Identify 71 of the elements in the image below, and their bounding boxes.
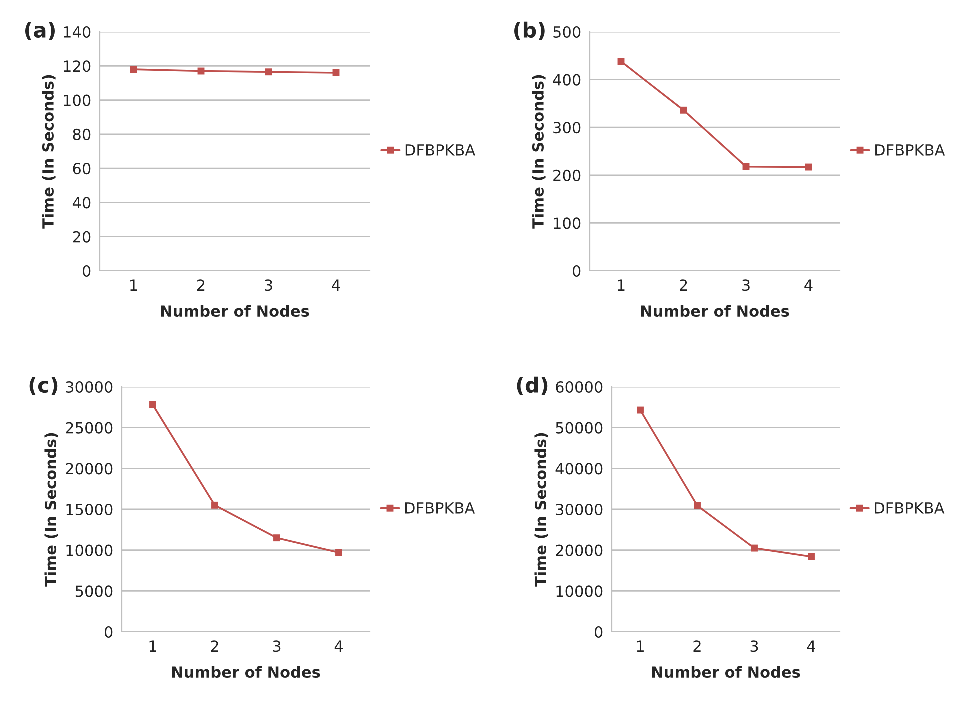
chart-title: (b) <box>514 22 545 40</box>
x-tick-label: 1 <box>637 640 644 652</box>
x-axis-title: Number of Nodes <box>641 305 790 318</box>
y-tick-label: 50000 <box>556 422 603 434</box>
x-tick-label: 3 <box>750 640 758 652</box>
y-axis-title: Time (In Seconds) <box>532 75 546 229</box>
y-tick-label: 20000 <box>66 463 113 475</box>
y-tick-label: 25000 <box>66 422 113 434</box>
y-tick-label: 120 <box>64 60 91 72</box>
y-tick-label: 200 <box>554 170 581 182</box>
y-tick-label: 0 <box>572 265 581 278</box>
y-tick-label: 20000 <box>556 544 603 556</box>
x-tick-label: 2 <box>211 640 218 652</box>
y-tick-label: 10000 <box>66 544 113 556</box>
x-axis-title: Number of Nodes <box>161 305 310 318</box>
chart-title: (c) <box>30 376 58 396</box>
y-tick-label: 0 <box>104 626 113 638</box>
x-tick-label: 4 <box>804 280 813 291</box>
point <box>336 549 342 556</box>
y-tick-label: 40000 <box>556 463 603 475</box>
legend-label: DFBPKBA <box>405 502 476 514</box>
y-tick-label: 100 <box>64 94 91 106</box>
chart-title: (a) <box>25 22 55 40</box>
point <box>751 544 758 552</box>
y-tick-label: 60 <box>73 163 91 175</box>
legend-label: DFBPKBA <box>406 144 476 156</box>
x-tick-label: 4 <box>332 280 340 291</box>
point <box>742 163 750 170</box>
y-tick-label: 10000 <box>556 586 603 598</box>
point <box>680 106 688 114</box>
y-tick-label: 20 <box>73 231 91 243</box>
point <box>637 406 644 414</box>
x-tick-label: 1 <box>130 280 138 291</box>
chart-title: (d) <box>517 376 548 396</box>
x-tick-label: 3 <box>742 280 750 292</box>
y-tick-label: 0 <box>82 265 91 278</box>
point <box>694 502 701 510</box>
y-tick-label: 60000 <box>556 381 603 394</box>
y-tick-label: 30000 <box>556 504 603 516</box>
y-tick-label: 5000 <box>76 586 113 598</box>
x-axis-title: Number of Nodes <box>652 666 800 678</box>
x-tick-label: 2 <box>694 640 701 652</box>
x-tick-label: 1 <box>618 280 625 291</box>
y-axis-title: Time (In Seconds) <box>534 433 548 587</box>
point <box>212 502 218 509</box>
y-tick-label: 30000 <box>66 381 113 394</box>
x-tick-label: 2 <box>680 280 688 291</box>
legend-label: DFBPKBA <box>876 144 946 156</box>
point <box>618 58 625 66</box>
y-tick-label: 80 <box>73 128 91 140</box>
y-tick-label: 15000 <box>66 504 113 516</box>
x-tick-label: 1 <box>150 640 156 652</box>
y-tick-label: 40 <box>72 197 91 209</box>
y-tick-label: 100 <box>554 218 581 230</box>
y-tick-label: 140 <box>64 26 91 38</box>
y-tick-label: 500 <box>554 26 581 38</box>
x-tick-label: 4 <box>807 640 816 652</box>
point <box>808 553 815 560</box>
x-tick-label: 3 <box>265 280 272 292</box>
point <box>150 401 156 408</box>
x-tick-label: 4 <box>334 640 344 652</box>
point <box>274 534 280 542</box>
y-axis-title: Time (In Seconds) <box>42 75 56 229</box>
x-axis-title: Number of Nodes <box>172 666 320 678</box>
y-tick-label: 0 <box>594 626 603 638</box>
y-tick-label: 400 <box>553 74 581 86</box>
x-tick-label: 2 <box>198 280 205 291</box>
legend-label: DFBPKBA <box>875 502 945 514</box>
x-tick-label: 3 <box>273 640 281 652</box>
y-axis-title: Time (In Seconds) <box>44 433 58 587</box>
y-tick-label: 300 <box>554 122 581 134</box>
